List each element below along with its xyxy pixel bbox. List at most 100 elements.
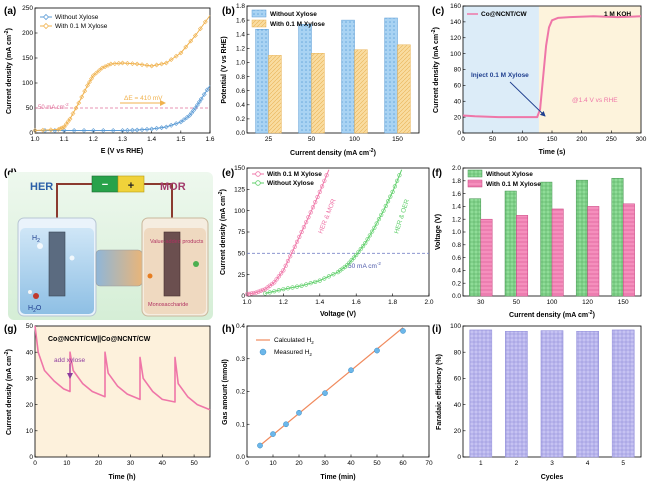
x-tick-label: 20: [295, 460, 303, 467]
x-tick-label: 100: [547, 299, 558, 306]
data-point: [173, 53, 179, 59]
legend-marker: [255, 171, 261, 177]
x-tick-label: 150: [618, 299, 629, 306]
anode: [163, 231, 181, 297]
y-tick-label: 0.2: [236, 389, 245, 396]
y-tick-label: 1.8: [452, 178, 461, 185]
panel-letter: (f): [432, 168, 442, 179]
series-lines: [34, 325, 211, 411]
oxygen-atom-icon: [33, 293, 39, 299]
y-tick-label: 160: [450, 3, 461, 10]
x-tick-label: 1.4: [315, 299, 324, 306]
bar: [384, 17, 398, 134]
y-tick-label: 20: [454, 114, 462, 121]
x-tick-label: 100: [517, 136, 528, 143]
data-point: [351, 255, 357, 260]
y-axis-label: Current density (mA cm-2): [4, 349, 13, 435]
x-tick-label: 100: [349, 136, 360, 143]
legend-swatch-without: [467, 169, 483, 178]
y-tick-label: 0.0: [236, 130, 245, 137]
legend: Co@NCNT/CW: [467, 11, 528, 18]
mor-label: MOR: [160, 181, 186, 193]
x-tick-label: 1.2: [279, 299, 288, 306]
data-point: [197, 26, 203, 32]
x-axis-label: Time (s): [539, 149, 566, 156]
x-tick-label: 10: [269, 460, 277, 467]
y-tick-label: 1.6: [236, 17, 245, 24]
y-tick-label: 2.0: [452, 165, 461, 172]
x-tick-label: 150: [392, 136, 403, 143]
data-point: [61, 128, 67, 133]
bars: [255, 17, 411, 134]
legend-label: Measured H2: [274, 349, 312, 357]
axis-ticks: 0 10 20 30 40 50 60 70 0.0 0.1 0.2 0.3 0.4: [236, 323, 433, 467]
y-tick-label: 60: [454, 376, 462, 383]
panel-a: (a) 1.0 1.1 1.2 1.3 1.4 1.5 1.6 0 50 100 150 200 250…: [4, 5, 215, 155]
delta-label: ΔE = 410 mV: [124, 95, 163, 102]
y-tick-label: 0: [457, 130, 461, 137]
data-point: [184, 115, 190, 121]
plot-frame: [246, 167, 430, 297]
background-after-injection: [538, 6, 641, 133]
data-point: [281, 287, 286, 292]
bar: [469, 198, 482, 297]
legend-label: Co@NCNT/CW: [481, 11, 528, 18]
data-point: [374, 347, 380, 354]
y-tick-label: 0: [457, 454, 461, 461]
data-point: [290, 249, 295, 254]
x-tick-label: 250: [606, 136, 617, 143]
cathode: [48, 231, 66, 297]
data-point: [100, 128, 106, 133]
x-tick-label: 20: [95, 460, 103, 467]
legend-label: Without Xylose: [267, 180, 314, 187]
bar: [587, 206, 600, 297]
panel-d: (d) − + HER H2 H2O MOR Value-added produ…: [4, 168, 213, 320]
data-point: [292, 244, 297, 249]
x-tick-label: 10: [63, 460, 71, 467]
data-point: [61, 124, 67, 130]
data-point: [125, 60, 130, 66]
axis-ticks: 0.0 0.2 0.4 0.6 0.8 1.0 1.2 1.4 1.6 1.8 2.0 30 50 100…: [452, 165, 629, 306]
data-point: [90, 73, 96, 78]
panel-e: (e) 1.0 1.2 1.4 1.6 1.8 2.0 0 25 50 75 100 125 150 5…: [218, 165, 434, 318]
data-point: [70, 111, 76, 116]
x-tick-label: 40: [347, 460, 355, 467]
y-tick-label: 1.0: [236, 60, 245, 67]
data-point: [188, 38, 194, 44]
bar: [540, 181, 553, 297]
y-tick-label: 10: [26, 428, 34, 435]
data-point: [379, 212, 384, 218]
data-point: [348, 367, 354, 374]
axis-ticks: 0 20 40 60 80 100 1 2 3 4 5: [450, 323, 625, 467]
series: [257, 327, 406, 449]
y-tick-label: 140: [450, 19, 461, 26]
bar: [268, 55, 282, 134]
y-tick-label: 0.2: [236, 116, 245, 123]
data-point: [129, 61, 135, 67]
data-point: [249, 291, 254, 296]
bar: [480, 218, 493, 297]
data-point: [139, 62, 145, 68]
bar: [505, 330, 528, 458]
h2-label: H2: [32, 235, 40, 244]
y-tick-label: 0.4: [236, 323, 245, 330]
legend: Calculated H2 Measured H2: [256, 337, 314, 357]
x-tick-label: 150: [547, 136, 558, 143]
data-point: [198, 96, 204, 102]
data-point: [270, 431, 276, 437]
x-tick-label: 50: [513, 299, 521, 306]
x-tick-label: 40: [159, 460, 167, 467]
legend: Without Xylose With 0.1 M Xylose: [251, 9, 325, 28]
x-tick-label: 1.6: [352, 299, 361, 306]
series-lines: [32, 15, 211, 133]
data-point: [181, 117, 187, 123]
bar: [298, 24, 312, 134]
data-point: [317, 189, 322, 194]
monosaccharide-label: Monosaccharide: [148, 302, 188, 308]
data-point: [322, 390, 328, 396]
panel-letter: (e): [222, 168, 234, 179]
background-before-injection: [463, 6, 539, 133]
legend-label: Without Xylose: [486, 171, 533, 178]
data-point: [192, 33, 198, 38]
x-tick-label: 0: [245, 460, 249, 467]
